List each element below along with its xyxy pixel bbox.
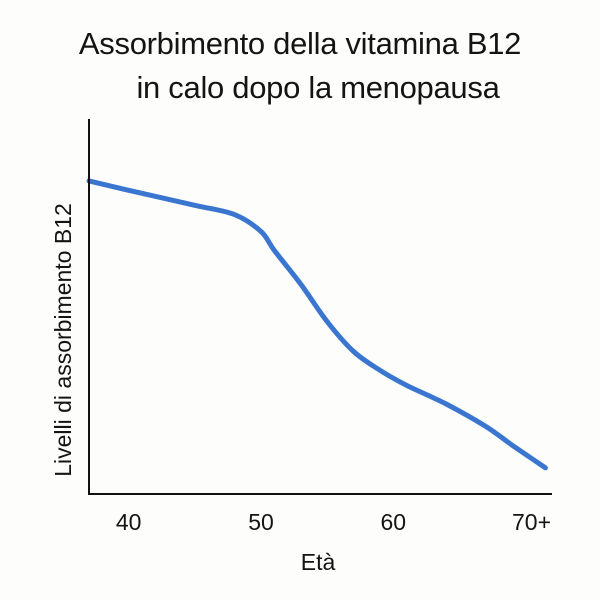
- y-axis-title: Livelli di assorbimento B12: [50, 203, 76, 477]
- chart-title: Assorbimento della vitamina B12 in calo …: [0, 22, 600, 110]
- x-tick-label: 40: [116, 509, 142, 535]
- chart-title-line-2: in calo dopo la menopausa: [136, 70, 500, 105]
- x-tick-labels: 40 50 60 70+: [116, 509, 551, 535]
- x-tick-label: 70+: [512, 509, 551, 535]
- x-tick-label: 60: [381, 509, 407, 535]
- series-line: [86, 178, 548, 471]
- plot-area: [86, 178, 548, 471]
- x-axis-title: Età: [301, 549, 336, 575]
- x-tick-label: 50: [248, 509, 274, 535]
- chart-title-line-1: Assorbimento della vitamina B12: [78, 26, 522, 61]
